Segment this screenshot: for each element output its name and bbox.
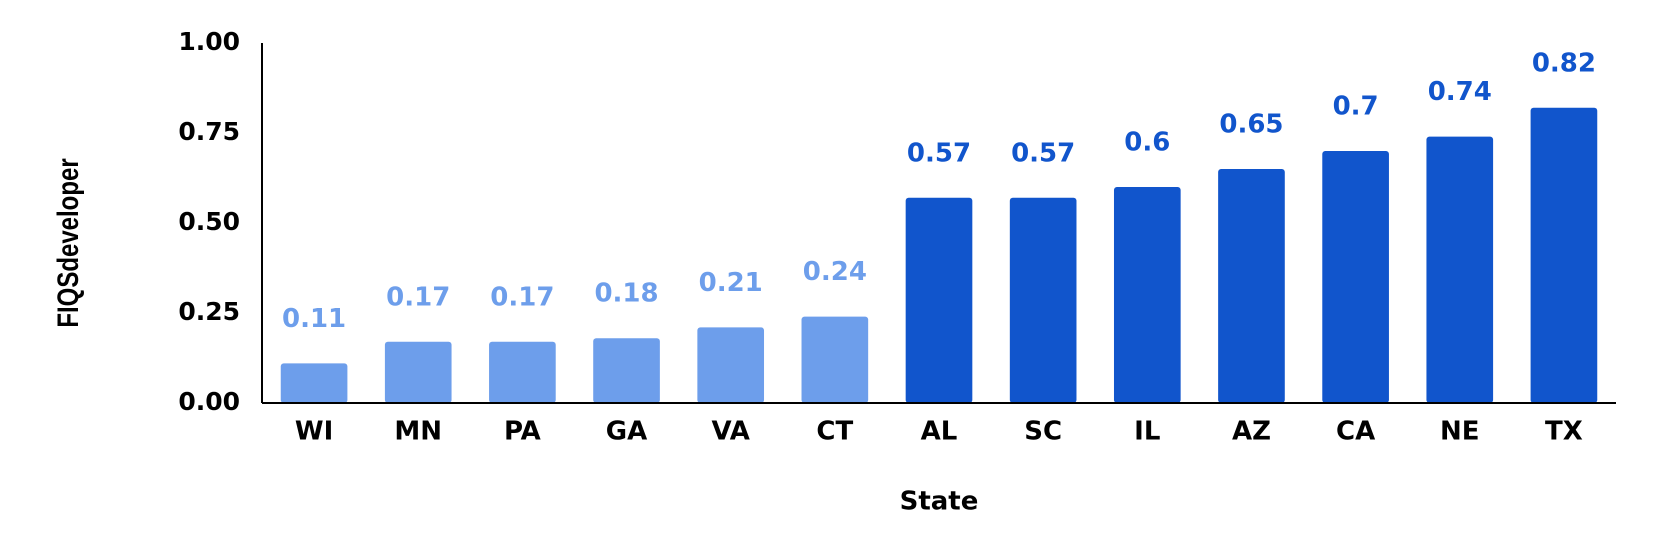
value-label: 0.18 [594,279,658,309]
value-label: 0.74 [1428,77,1492,107]
value-label: 0.17 [490,282,554,312]
bar [1426,136,1494,403]
y-axis-title: FIQSdeveloper [50,158,84,328]
y-tick-label: 0.25 [178,297,240,326]
bar [384,341,452,403]
x-tick-label: TX [1545,417,1583,447]
bar [1009,197,1077,403]
bar [801,316,869,403]
x-tick-label: AZ [1232,417,1271,447]
bar [280,363,348,403]
value-label: 0.24 [803,257,867,287]
y-tick-label: 0.00 [178,387,240,416]
x-tick-label: CT [816,417,853,447]
x-axis-title: State [900,487,979,517]
x-tick-label: AL [921,417,958,447]
bar [1113,187,1181,403]
value-label: 0.11 [282,304,346,334]
x-tick-label: CA [1336,417,1375,447]
x-tick-label: SC [1024,417,1062,447]
bar [1322,151,1389,403]
x-tick-label: IL [1134,417,1160,447]
value-label: 0.82 [1532,48,1596,78]
x-tick-label: WI [295,417,333,447]
y-tick-label: 0.75 [178,117,240,146]
value-label: 0.57 [1011,138,1075,168]
bar [489,341,556,403]
bar [593,338,660,403]
x-tick-label: GA [606,417,647,447]
x-tick-label: NE [1440,417,1480,447]
value-label: 0.57 [907,138,971,168]
value-label: 0.6 [1124,128,1170,158]
y-tick-label: 0.50 [178,207,240,236]
x-tick-label: MN [394,417,442,447]
bar [905,197,973,403]
value-label: 0.21 [699,268,763,298]
x-tick-label: PA [504,417,541,447]
bar [697,327,765,403]
value-label: 0.17 [386,282,450,312]
x-tick-label: VA [711,417,749,447]
y-tick-label: 1.00 [178,27,240,56]
value-label: 0.7 [1333,92,1379,122]
value-label: 0.65 [1219,110,1283,140]
bar [1218,169,1285,403]
bar [1530,107,1598,404]
